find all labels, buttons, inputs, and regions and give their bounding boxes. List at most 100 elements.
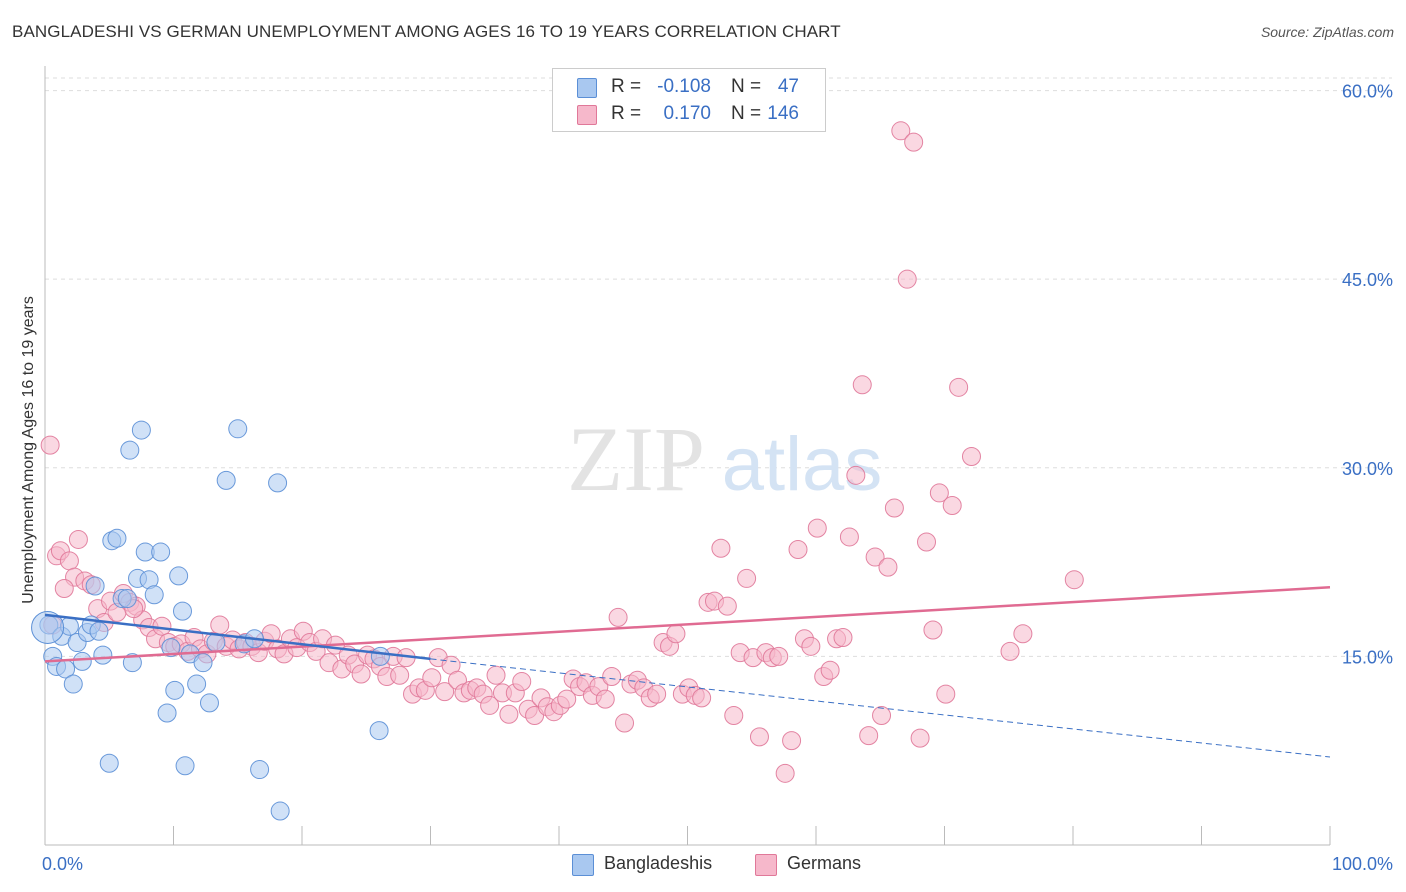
- german-point-90: [615, 713, 635, 733]
- german-point-146: [1064, 570, 1084, 590]
- bangladeshi-point-35: [193, 653, 213, 673]
- bangladeshi-point-38: [216, 470, 236, 490]
- legend-row-germans: R = 0.170 N = 146: [553, 101, 825, 127]
- bangladeshi-point-46: [369, 721, 389, 741]
- german-point-124: [833, 628, 853, 648]
- bangladeshi-point-25: [144, 585, 164, 605]
- german-point-60: [422, 668, 442, 688]
- legend-n-value: 47: [777, 76, 799, 97]
- german-point-128: [859, 726, 879, 746]
- german-point-136: [910, 728, 930, 748]
- german-point-131: [878, 557, 898, 577]
- german-point-69: [480, 695, 500, 715]
- german-point-3: [59, 551, 79, 571]
- bottom-legend-swatch-blue: [572, 854, 594, 876]
- german-point-55: [390, 665, 410, 685]
- german-point-125: [839, 527, 859, 547]
- german-point-87: [595, 689, 615, 709]
- bangladeshi-point-42: [250, 760, 270, 780]
- bangladeshi-point-29: [165, 680, 185, 700]
- bangladeshi-point-32: [175, 756, 195, 776]
- bangladeshi-point-39: [228, 419, 248, 439]
- bangladeshi-point-44: [270, 801, 290, 821]
- legend-n-label: N =: [731, 76, 762, 97]
- german-point-122: [820, 660, 840, 680]
- german-point-130: [872, 705, 892, 725]
- legend-r-label: R =: [611, 103, 642, 124]
- bangladeshi-point-26: [151, 542, 171, 562]
- tick-labels: 15.0% 30.0% 45.0% 60.0% 0.0% 100.0%: [42, 82, 1393, 874]
- legend-r-value: -0.108: [657, 76, 711, 97]
- y-tick-label-2: 45.0%: [1342, 270, 1393, 290]
- bangladeshi-point-45: [370, 646, 390, 666]
- german-point-62: [435, 682, 455, 702]
- bottom-legend-swatch-pink: [755, 854, 777, 876]
- german-point-72: [499, 704, 519, 724]
- german-point-88: [602, 667, 622, 687]
- legend-swatch-blue: [577, 78, 597, 98]
- x-tick-label-0: 0.0%: [42, 854, 83, 874]
- legend-n-label: N =: [731, 103, 762, 124]
- legend-row-bangladeshis: R = -0.108 N = 47: [553, 74, 825, 100]
- watermark: ZIP atlas: [567, 408, 882, 510]
- german-point-139: [929, 483, 949, 503]
- german-point-102: [692, 688, 712, 708]
- y-axis-label-wrap: Unemployment Among Ages 16 to 19 years: [14, 120, 44, 780]
- german-point-95: [647, 684, 667, 704]
- bangladeshi-point-27: [157, 703, 177, 723]
- bangladeshi-point-11: [85, 576, 105, 596]
- german-point-145: [1013, 624, 1033, 644]
- german-point-81: [557, 689, 577, 709]
- german-point-138: [923, 620, 943, 640]
- german-trend-line: [44, 585, 1331, 663]
- german-point-98: [666, 624, 686, 644]
- german-point-144: [1000, 641, 1020, 661]
- legend-r-label: R =: [611, 76, 642, 97]
- bangladeshi-point-16: [107, 528, 127, 548]
- bottom-legend-label: Bangladeshis: [604, 853, 713, 873]
- german-point-116: [782, 731, 802, 751]
- german-point-70: [486, 665, 506, 685]
- bangladeshi-trend-line: [44, 613, 431, 661]
- german-point-142: [949, 377, 969, 397]
- german-point-111: [749, 727, 769, 747]
- bangladeshi-trend-extension: [430, 658, 1331, 758]
- german-point-141: [942, 496, 962, 516]
- german-point-0: [40, 435, 60, 455]
- german-point-135: [904, 132, 924, 152]
- german-point-107: [724, 705, 744, 725]
- german-point-119: [801, 636, 821, 656]
- bangladeshi-point-22: [131, 420, 151, 440]
- x-tick-label-1: 100.0%: [1332, 854, 1393, 874]
- german-point-49: [351, 664, 371, 684]
- legend-r-value: 0.170: [663, 103, 711, 124]
- german-point-137: [917, 532, 937, 552]
- german-point-115: [775, 763, 795, 783]
- legend: R = -0.108 N = 47 R = 0.170 N = 146: [552, 68, 826, 132]
- bangladeshi-point-30: [169, 566, 189, 586]
- y-tick-label-3: 60.0%: [1342, 82, 1393, 102]
- bangladeshi-point-34: [187, 674, 207, 694]
- y-tick-label-0: 15.0%: [1342, 647, 1393, 667]
- german-point-105: [711, 538, 731, 558]
- bangladeshi-point-43: [268, 473, 288, 493]
- bangladeshi-point-12: [89, 621, 109, 641]
- german-point-127: [852, 375, 872, 395]
- trend-lines: [44, 585, 1331, 758]
- bangladeshi-point-6: [63, 674, 83, 694]
- german-point-109: [737, 568, 757, 588]
- legend-n-value: 146: [767, 103, 799, 124]
- bangladeshi-point-36: [199, 693, 219, 713]
- german-point-133: [891, 121, 911, 141]
- watermark-atlas: atlas: [722, 422, 883, 507]
- german-point-148: [54, 578, 74, 598]
- bangladeshi-point-large: [31, 610, 65, 644]
- german-point-134: [897, 269, 917, 289]
- source-label: Source: ZipAtlas.com: [1260, 24, 1394, 40]
- german-point-143: [961, 446, 981, 466]
- bangladeshi-point-19: [120, 440, 140, 460]
- chart-title: BANGLADESHI VS GERMAN UNEMPLOYMENT AMONG…: [12, 22, 841, 41]
- german-point-126: [846, 465, 866, 485]
- bottom-legend-label: Germans: [787, 853, 862, 873]
